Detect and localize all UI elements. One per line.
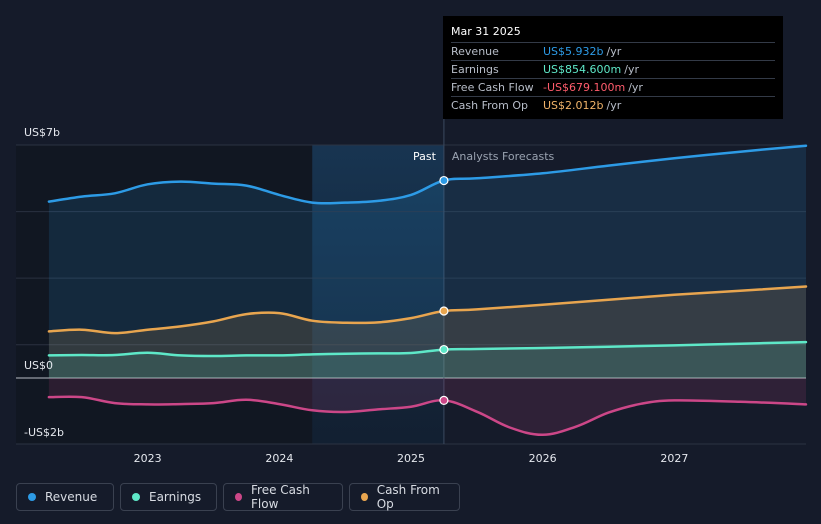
tooltip-date: Mar 31 2025 bbox=[451, 25, 521, 38]
tooltip-label: Revenue bbox=[451, 45, 499, 58]
tooltip-value: -US$679.100m bbox=[543, 81, 626, 94]
free-cash-flow-highlight-point bbox=[439, 395, 449, 406]
legend-label: Cash From Op bbox=[376, 483, 440, 511]
legend-item-earnings[interactable]: Earnings bbox=[120, 483, 217, 511]
cash-from-op-highlight-point bbox=[439, 306, 449, 316]
earnings-highlight-point bbox=[439, 344, 449, 355]
x-tick-label: 2024 bbox=[265, 452, 293, 465]
legend-label: Free Cash Flow bbox=[251, 483, 310, 511]
free-cash-flow-dot-icon bbox=[235, 493, 243, 501]
tooltip-value: US$5.932b bbox=[543, 45, 604, 58]
tooltip-unit: /yr bbox=[624, 63, 639, 76]
cash-from-op-line bbox=[47, 285, 808, 335]
forecast-label: Analysts Forecasts bbox=[452, 150, 555, 163]
tooltip-row-cash-from-op: Cash From Op US$2.012b /yr bbox=[451, 96, 775, 114]
legend-item-revenue[interactable]: Revenue bbox=[16, 483, 114, 511]
tooltip-value: US$854.600m bbox=[543, 63, 622, 76]
tooltip-row-earnings: Earnings US$854.600m /yr bbox=[451, 60, 775, 78]
tooltip-unit: /yr bbox=[628, 81, 643, 94]
tooltip-label: Earnings bbox=[451, 63, 499, 76]
revenue-highlight-point bbox=[439, 175, 449, 186]
y-axis-top-label: US$7b bbox=[24, 126, 60, 139]
legend-item-cash-from-op[interactable]: Cash From Op bbox=[349, 483, 460, 511]
x-tick-label: 2023 bbox=[134, 452, 162, 465]
tooltip-row-revenue: Revenue US$5.932b /yr bbox=[451, 42, 775, 60]
past-highlight-shade bbox=[312, 145, 444, 444]
legend-label: Revenue bbox=[45, 490, 98, 504]
tooltip-label: Free Cash Flow bbox=[451, 81, 534, 94]
tooltip-value: US$2.012b bbox=[543, 99, 604, 112]
tooltip-unit: /yr bbox=[606, 45, 622, 58]
cash-from-op-dot-icon bbox=[361, 493, 368, 501]
earnings-line bbox=[47, 340, 808, 358]
legend-item-free-cash-flow[interactable]: Free Cash Flow bbox=[223, 483, 343, 511]
x-tick-label: 2025 bbox=[397, 452, 425, 465]
chart-legend: Revenue Earnings Free Cash Flow Cash Fro… bbox=[16, 483, 460, 511]
revenue-line bbox=[47, 144, 808, 205]
tooltip-label: Cash From Op bbox=[451, 99, 529, 112]
x-tick-label: 2026 bbox=[529, 452, 557, 465]
revenue-area bbox=[48, 145, 806, 378]
chart-tooltip: Mar 31 2025 Revenue US$5.932b /yr Earnin… bbox=[443, 16, 783, 119]
revenue-dot-icon bbox=[28, 493, 36, 501]
earnings-dot-icon bbox=[132, 493, 140, 501]
free-cash-flow-line bbox=[47, 395, 808, 437]
past-label: Past bbox=[413, 150, 437, 163]
y-axis-bottom-label: -US$2b bbox=[24, 426, 64, 439]
legend-label: Earnings bbox=[149, 490, 202, 504]
tooltip-row-free-cash-flow: Free Cash Flow -US$679.100m /yr bbox=[451, 78, 775, 96]
x-tick-label: 2027 bbox=[660, 452, 688, 465]
earnings-area bbox=[48, 342, 806, 378]
tooltip-unit: /yr bbox=[606, 99, 622, 112]
y-axis-zero-label: US$0 bbox=[24, 359, 53, 372]
free-cash-flow-area bbox=[48, 378, 806, 435]
